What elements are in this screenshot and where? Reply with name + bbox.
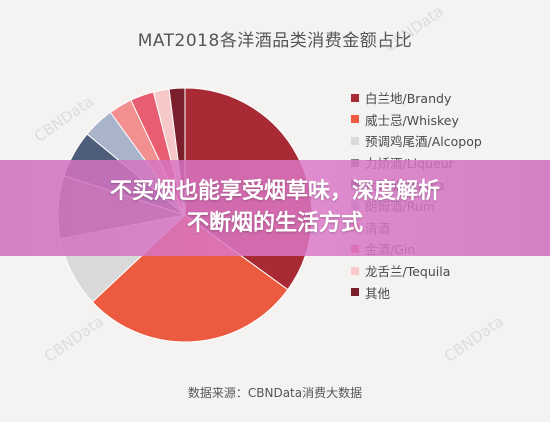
pie-slice-1 xyxy=(91,214,289,343)
legend-item-0: 白兰地/Brandy xyxy=(351,87,482,109)
legend-label: 白兰地/Brandy xyxy=(365,91,452,107)
article-banner[interactable]: 不买烟也能享受烟草味，深度解析 不断烟的生活方式 xyxy=(0,160,550,256)
legend-swatch xyxy=(351,288,359,297)
banner-line-2: 不断烟的生活方式 xyxy=(186,211,363,236)
legend-label: 其他 xyxy=(365,285,391,301)
legend-swatch xyxy=(351,136,359,145)
legend-label: 威士忌/Whiskey xyxy=(365,112,459,128)
data-source: 数据来源：CBNData消费大数据 xyxy=(187,386,363,400)
banner-line-1: 不买烟也能享受烟草味，深度解析 xyxy=(109,179,440,204)
legend-swatch xyxy=(351,115,359,124)
chart-title: MAT2018各洋酒品类消费金额占比 xyxy=(137,31,413,51)
legend-label: 龙舌兰/Tequila xyxy=(365,264,451,280)
legend-swatch xyxy=(351,266,359,275)
legend-item-2: 预调鸡尾酒/Alcopop xyxy=(351,130,482,152)
legend-item-9: 其他 xyxy=(351,281,482,303)
legend-item-1: 威士忌/Whiskey xyxy=(351,109,482,131)
legend-swatch xyxy=(351,93,359,102)
legend-item-8: 龙舌兰/Tequila xyxy=(351,260,482,282)
legend-label: 预调鸡尾酒/Alcopop xyxy=(365,134,482,150)
